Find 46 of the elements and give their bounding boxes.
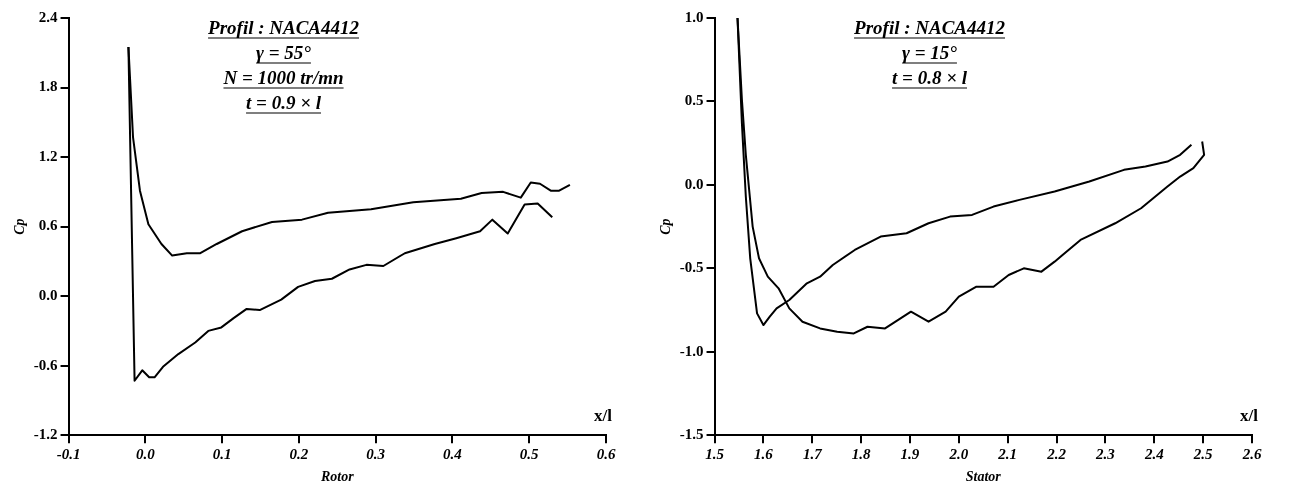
annotation: x/l [594, 406, 613, 426]
y-tick-label: 0.0 [38, 287, 58, 304]
chart-title: Profil : NACA4412 [853, 17, 1006, 38]
x-tick-label: 2.3 [1095, 446, 1116, 463]
x-tick-label: 2.2 [1046, 446, 1067, 463]
x-tick-label: 0.2 [289, 446, 309, 463]
x-tick-label: 2.6 [1241, 446, 1262, 463]
x-tick-label: 0.1 [212, 446, 232, 463]
chart-title: Profil : NACA4412 [207, 17, 360, 38]
y-axis-title: Cp [12, 218, 28, 235]
x-tick-label: 2.4 [1143, 446, 1165, 463]
y-tick-label: 1.2 [38, 147, 58, 164]
x-tick-label: 0.6 [596, 446, 616, 463]
x-tick-label: 1.8 [851, 446, 871, 463]
x-tick-label: 0.4 [443, 446, 463, 463]
y-tick-label: 0.5 [684, 92, 704, 109]
x-tick-label: 1.7 [802, 446, 823, 463]
x-axis-title: Stator [965, 469, 1002, 485]
y-tick-label: -1.5 [679, 426, 704, 443]
annotation: t = 0.9 × l [246, 92, 322, 113]
x-tick-label: 1.6 [754, 446, 774, 463]
x-tick-label: 0.0 [135, 446, 156, 463]
y-tick-label: -1.0 [679, 342, 704, 359]
y-axis-title: Cp [658, 218, 674, 235]
x-tick-label: 2.0 [948, 446, 969, 463]
y-tick-label: -0.5 [679, 259, 704, 276]
x-tick-label: 2.5 [1192, 446, 1214, 463]
annotation: γ = 15° [902, 42, 958, 63]
x-tick-label: 2.1 [997, 446, 1018, 463]
annotation: x/l [1240, 406, 1259, 426]
y-tick-label: 1.8 [38, 78, 58, 95]
y-tick-label: 1.0 [684, 8, 704, 25]
annotation: N = 1000 tr/mn [222, 67, 344, 88]
y-tick-label: 0.0 [684, 175, 704, 192]
x-tick-label: 0.5 [519, 446, 540, 463]
y-tick-label: -0.6 [33, 356, 59, 373]
y-tick-label: 0.6 [38, 217, 59, 234]
x-tick-label: 0.3 [366, 446, 386, 463]
x-tick-label: 1.5 [705, 446, 725, 463]
annotation: t = 0.8 × l [892, 67, 968, 88]
x-tick-label: -0.1 [56, 446, 81, 463]
annotation: γ = 55° [256, 42, 312, 63]
y-tick-label: -1.2 [33, 426, 58, 443]
x-axis-title: Rotor [319, 469, 355, 485]
y-tick-label: 2.4 [38, 8, 59, 25]
x-tick-label: 1.9 [900, 446, 920, 463]
